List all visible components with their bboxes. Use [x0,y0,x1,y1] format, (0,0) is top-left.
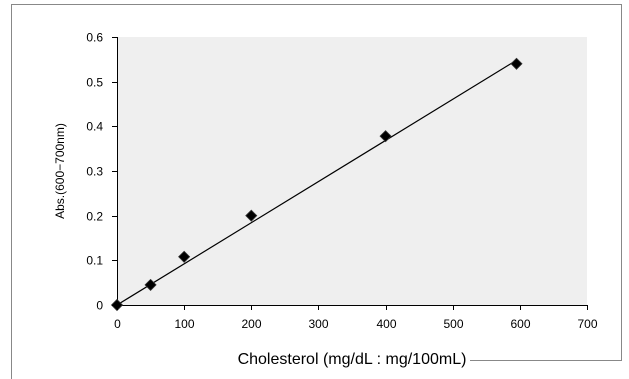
x-tick-label: 600 [510,317,530,331]
x-tick-label: 100 [174,317,194,331]
x-tick-label: 200 [241,317,261,331]
y-axis-ticks: 0 0.1 0.2 0.3 0.4 0.5 0.6 [86,31,117,313]
x-axis-title: Cholesterol (mg/dL : mg/100mL) [238,351,467,368]
x-tick-label: 300 [308,317,328,331]
x-tick-label: 700 [577,317,597,331]
y-tick-label: 0.1 [86,254,103,268]
data-point-diamond [510,57,523,70]
x-tick-label: 0 [114,317,121,331]
data-point-diamond [245,209,258,222]
y-tick-label: 0.5 [86,76,103,90]
plot-area [117,37,587,305]
chart-outer-frame [11,4,622,379]
y-tick-label: 0.2 [86,210,103,224]
y-tick-label: 0 [96,299,103,313]
y-tick-label: 0.3 [86,165,103,179]
data-point-diamond [379,130,392,143]
x-tick-label: 400 [376,317,396,331]
data-points [110,57,523,312]
y-tick-label: 0.6 [86,31,103,45]
trendline [116,59,517,306]
y-axis-title: Abs.(600−700nm) [53,123,67,219]
y-tick-label: 0.4 [86,120,103,134]
axes [117,37,587,306]
x-tick-label: 500 [443,317,463,331]
data-point-diamond [178,250,191,263]
data-point-diamond [144,278,157,291]
x-axis-ticks: 0 100 200 300 400 500 600 700 [114,305,598,331]
trendline-group [116,59,517,306]
